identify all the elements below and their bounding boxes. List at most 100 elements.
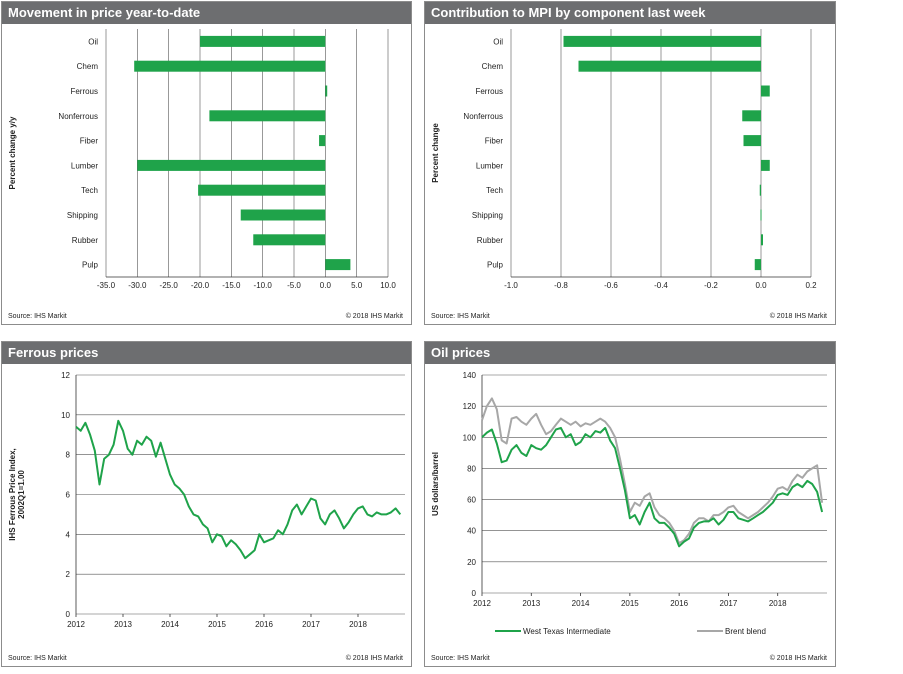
y-tick-label: 100 (463, 433, 477, 442)
bar (134, 60, 326, 72)
category-label: Ferrous (475, 87, 503, 96)
y-tick-label: 0 (66, 610, 71, 619)
x-tick-label: 2014 (572, 599, 590, 608)
bar (754, 259, 761, 271)
x-tick-label: -25.0 (160, 281, 179, 290)
x-tick-label: -5.0 (287, 281, 301, 290)
y-tick-label: 12 (61, 371, 70, 380)
bar (198, 184, 326, 196)
bar (761, 234, 763, 246)
x-tick-label: 0.2 (805, 281, 817, 290)
panel-ferrous: Ferrous prices 0 2 4 6 8 10 12 2012 2013 2014 2015… (1, 341, 412, 667)
source-label: Source: IHS Markit (8, 655, 67, 662)
bar (325, 259, 351, 271)
category-label: Chem (77, 62, 99, 71)
category-label: Nonferrous (463, 112, 503, 121)
x-tick-label: -0.4 (654, 281, 668, 290)
x-tick-label: 2015 (621, 599, 639, 608)
y-tick-label: 0 (472, 589, 477, 598)
x-tick-label: 5.0 (351, 281, 363, 290)
y-tick-label: 2 (66, 570, 71, 579)
bar (563, 35, 761, 47)
x-tick-label: 2013 (114, 620, 132, 629)
chart-movement-ytd: -35.0 -30.0 -25.0 -20.0 -15.0 -10.0 -5.0 0.0 5.0… (8, 29, 396, 290)
x-tick-label: 2012 (473, 599, 491, 608)
category-label: Fiber (485, 137, 504, 146)
x-tick-label: 2016 (255, 620, 273, 629)
x-tick-label: -15.0 (222, 281, 241, 290)
legend-label: West Texas Intermediate (523, 627, 611, 636)
category-label: Tech (486, 186, 503, 195)
category-label: Nonferrous (58, 112, 98, 121)
y-tick-label: 4 (66, 530, 71, 539)
copyright-label: © 2018 IHS Markit (769, 655, 827, 662)
bar (209, 110, 326, 122)
bar (743, 135, 761, 147)
source-label: Source: IHS Markit (431, 655, 490, 662)
x-tick-label: -1.0 (504, 281, 518, 290)
panel-oil: Oil prices 0 20 40 60 80 100 120 140 2012 2013 201… (424, 341, 836, 667)
bar (240, 209, 326, 221)
y-tick-label: 10 (61, 411, 70, 420)
y-axis-label: Percent change (431, 123, 440, 183)
y-tick-label: 8 (66, 451, 71, 460)
x-tick-label: 0.0 (755, 281, 767, 290)
category-label: Shipping (472, 211, 503, 220)
chart-ferrous: 0 2 4 6 8 10 12 2012 2013 2014 2015 2016 2017 2018 IHS… (8, 371, 405, 629)
x-tick-label: 2018 (769, 599, 787, 608)
panel-movement-ytd: Movement in price year-to-date -35.0 -30.… (1, 1, 412, 325)
y-axis-label: Percent change y/y (8, 116, 17, 189)
x-tick-label: -0.8 (554, 281, 568, 290)
bar (761, 159, 770, 171)
series-line-primary (481, 426, 824, 548)
bar (759, 184, 761, 196)
x-tick-label: 2012 (67, 620, 85, 629)
y-axis-label: IHS Ferrous Price Index, (8, 448, 17, 540)
bar (137, 159, 326, 171)
copyright-label: © 2018 IHS Markit (769, 313, 827, 320)
x-tick-label: 2017 (720, 599, 738, 608)
panel-title: Contribution to MPI by component last we… (425, 2, 835, 24)
bar (253, 234, 326, 246)
category-label: Pulp (487, 261, 504, 270)
category-label: Pulp (82, 261, 99, 270)
y-axis-label: 2002Q1=1.00 (17, 470, 26, 519)
category-label: Rubber (72, 236, 99, 245)
x-tick-label: 2013 (522, 599, 540, 608)
category-label: Shipping (67, 211, 98, 220)
bar (319, 135, 326, 147)
bar (325, 85, 328, 97)
y-tick-label: 60 (467, 496, 476, 505)
panel-contribution: Contribution to MPI by component last we… (424, 1, 836, 325)
y-tick-label: 140 (463, 371, 477, 380)
x-tick-label: -0.2 (704, 281, 718, 290)
category-label: Fiber (80, 137, 99, 146)
chart-contribution: -1.0 -0.8 -0.6 -0.4 -0.2 0.0 0.2 Oil Chem Ferrous… (431, 29, 817, 290)
category-label: Ferrous (70, 87, 98, 96)
source-label: Source: IHS Markit (431, 313, 490, 320)
bar (761, 85, 770, 97)
copyright-label: © 2018 IHS Markit (345, 655, 403, 662)
panel-title: Ferrous prices (2, 342, 411, 364)
chart-oil: 0 20 40 60 80 100 120 140 2012 2013 2014 2015 2016 20… (431, 371, 827, 636)
y-tick-label: 6 (66, 491, 71, 500)
category-label: Lumber (476, 161, 503, 170)
category-label: Chem (482, 62, 504, 71)
bar (760, 209, 762, 221)
bar (742, 110, 761, 122)
bar (200, 35, 326, 47)
x-tick-label: 2016 (670, 599, 688, 608)
y-tick-label: 80 (467, 464, 476, 473)
category-label: Lumber (71, 161, 98, 170)
panel-title: Oil prices (425, 342, 835, 364)
x-tick-label: 2018 (349, 620, 367, 629)
x-tick-label: -30.0 (128, 281, 147, 290)
x-tick-label: -10.0 (254, 281, 273, 290)
x-tick-label: 2015 (208, 620, 226, 629)
x-tick-label: 10.0 (380, 281, 396, 290)
copyright-label: © 2018 IHS Markit (345, 313, 403, 320)
x-tick-label: 0.0 (320, 281, 332, 290)
category-label: Oil (88, 37, 98, 46)
x-tick-label: -35.0 (97, 281, 116, 290)
source-label: Source: IHS Markit (8, 313, 67, 320)
